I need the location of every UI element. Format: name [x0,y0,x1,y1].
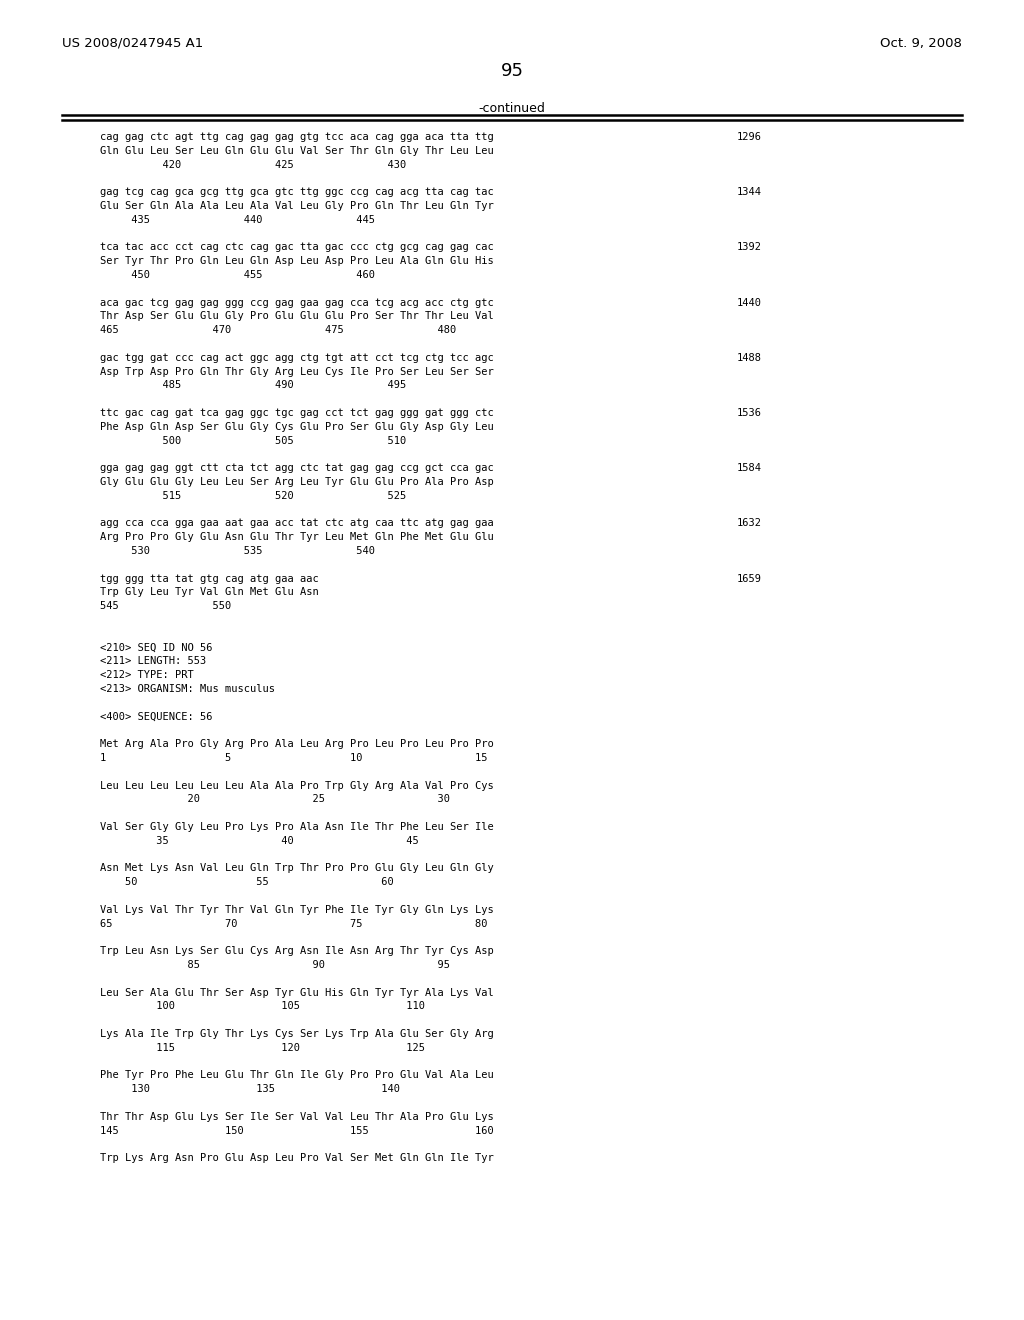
Text: 145                 150                 155                 160: 145 150 155 160 [100,1126,494,1135]
Text: gga gag gag ggt ctt cta tct agg ctc tat gag gag ccg gct cca gac: gga gag gag ggt ctt cta tct agg ctc tat … [100,463,494,473]
Text: <213> ORGANISM: Mus musculus: <213> ORGANISM: Mus musculus [100,684,275,694]
Text: 435               440               445: 435 440 445 [100,215,375,224]
Text: Arg Pro Pro Gly Glu Asn Glu Thr Tyr Leu Met Gln Phe Met Glu Glu: Arg Pro Pro Gly Glu Asn Glu Thr Tyr Leu … [100,532,494,543]
Text: 35                  40                  45: 35 40 45 [100,836,419,846]
Text: Leu Leu Leu Leu Leu Leu Ala Ala Pro Trp Gly Arg Ala Val Pro Cys: Leu Leu Leu Leu Leu Leu Ala Ala Pro Trp … [100,780,494,791]
Text: Ser Tyr Thr Pro Gln Leu Gln Asp Leu Asp Pro Leu Ala Gln Glu His: Ser Tyr Thr Pro Gln Leu Gln Asp Leu Asp … [100,256,494,267]
Text: Trp Leu Asn Lys Ser Glu Cys Arg Asn Ile Asn Arg Thr Tyr Cys Asp: Trp Leu Asn Lys Ser Glu Cys Arg Asn Ile … [100,946,494,956]
Text: 1632: 1632 [737,519,762,528]
Text: cag gag ctc agt ttg cag gag gag gtg tcc aca cag gga aca tta ttg: cag gag ctc agt ttg cag gag gag gtg tcc … [100,132,494,143]
Text: aca gac tcg gag gag ggg ccg gag gaa gag cca tcg acg acc ctg gtc: aca gac tcg gag gag ggg ccg gag gaa gag … [100,297,494,308]
Text: Phe Tyr Pro Phe Leu Glu Thr Gln Ile Gly Pro Pro Glu Val Ala Leu: Phe Tyr Pro Phe Leu Glu Thr Gln Ile Gly … [100,1071,494,1080]
Text: 1536: 1536 [737,408,762,418]
Text: 65                  70                  75                  80: 65 70 75 80 [100,919,487,928]
Text: -continued: -continued [478,102,546,115]
Text: 1392: 1392 [737,243,762,252]
Text: Gln Glu Leu Ser Leu Gln Glu Glu Val Ser Thr Gln Gly Thr Leu Leu: Gln Glu Leu Ser Leu Gln Glu Glu Val Ser … [100,145,494,156]
Text: 1440: 1440 [737,297,762,308]
Text: Gly Glu Glu Gly Leu Leu Ser Arg Leu Tyr Glu Glu Pro Ala Pro Asp: Gly Glu Glu Gly Leu Leu Ser Arg Leu Tyr … [100,477,494,487]
Text: Trp Lys Arg Asn Pro Glu Asp Leu Pro Val Ser Met Gln Gln Ile Tyr: Trp Lys Arg Asn Pro Glu Asp Leu Pro Val … [100,1154,494,1163]
Text: 1659: 1659 [737,574,762,583]
Text: Oct. 9, 2008: Oct. 9, 2008 [880,37,962,50]
Text: 1296: 1296 [737,132,762,143]
Text: 1584: 1584 [737,463,762,473]
Text: tca tac acc cct cag ctc cag gac tta gac ccc ctg gcg cag gag cac: tca tac acc cct cag ctc cag gac tta gac … [100,243,494,252]
Text: Lys Ala Ile Trp Gly Thr Lys Cys Ser Lys Trp Ala Glu Ser Gly Arg: Lys Ala Ile Trp Gly Thr Lys Cys Ser Lys … [100,1030,494,1039]
Text: 95: 95 [501,62,523,81]
Text: 50                   55                  60: 50 55 60 [100,878,394,887]
Text: US 2008/0247945 A1: US 2008/0247945 A1 [62,37,203,50]
Text: gac tgg gat ccc cag act ggc agg ctg tgt att cct tcg ctg tcc agc: gac tgg gat ccc cag act ggc agg ctg tgt … [100,352,494,363]
Text: 100                 105                 110: 100 105 110 [100,1002,425,1011]
Text: Met Arg Ala Pro Gly Arg Pro Ala Leu Arg Pro Leu Pro Leu Pro Pro: Met Arg Ala Pro Gly Arg Pro Ala Leu Arg … [100,739,494,750]
Text: ttc gac cag gat tca gag ggc tgc gag cct tct gag ggg gat ggg ctc: ttc gac cag gat tca gag ggc tgc gag cct … [100,408,494,418]
Text: 115                 120                 125: 115 120 125 [100,1043,425,1053]
Text: Val Ser Gly Gly Leu Pro Lys Pro Ala Asn Ile Thr Phe Leu Ser Ile: Val Ser Gly Gly Leu Pro Lys Pro Ala Asn … [100,822,494,832]
Text: 85                  90                  95: 85 90 95 [100,960,450,970]
Text: Thr Thr Asp Glu Lys Ser Ile Ser Val Val Leu Thr Ala Pro Glu Lys: Thr Thr Asp Glu Lys Ser Ile Ser Val Val … [100,1111,494,1122]
Text: Thr Asp Ser Glu Glu Gly Pro Glu Glu Glu Pro Ser Thr Thr Leu Val: Thr Asp Ser Glu Glu Gly Pro Glu Glu Glu … [100,312,494,321]
Text: 20                  25                  30: 20 25 30 [100,795,450,804]
Text: Leu Ser Ala Glu Thr Ser Asp Tyr Glu His Gln Tyr Tyr Ala Lys Val: Leu Ser Ala Glu Thr Ser Asp Tyr Glu His … [100,987,494,998]
Text: 485               490               495: 485 490 495 [100,380,407,391]
Text: Asp Trp Asp Pro Gln Thr Gly Arg Leu Cys Ile Pro Ser Leu Ser Ser: Asp Trp Asp Pro Gln Thr Gly Arg Leu Cys … [100,367,494,376]
Text: 420               425               430: 420 425 430 [100,160,407,169]
Text: 130                 135                 140: 130 135 140 [100,1084,400,1094]
Text: 1                   5                   10                  15: 1 5 10 15 [100,752,487,763]
Text: <211> LENGTH: 553: <211> LENGTH: 553 [100,656,206,667]
Text: agg cca cca gga gaa aat gaa acc tat ctc atg caa ttc atg gag gaa: agg cca cca gga gaa aat gaa acc tat ctc … [100,519,494,528]
Text: Asn Met Lys Asn Val Leu Gln Trp Thr Pro Pro Glu Gly Leu Gln Gly: Asn Met Lys Asn Val Leu Gln Trp Thr Pro … [100,863,494,874]
Text: 500               505               510: 500 505 510 [100,436,407,446]
Text: Trp Gly Leu Tyr Val Gln Met Glu Asn: Trp Gly Leu Tyr Val Gln Met Glu Asn [100,587,318,598]
Text: 530               535               540: 530 535 540 [100,546,375,556]
Text: 1344: 1344 [737,187,762,197]
Text: 1488: 1488 [737,352,762,363]
Text: Phe Asp Gln Asp Ser Glu Gly Cys Glu Pro Ser Glu Gly Asp Gly Leu: Phe Asp Gln Asp Ser Glu Gly Cys Glu Pro … [100,422,494,432]
Text: 515               520               525: 515 520 525 [100,491,407,500]
Text: tgg ggg tta tat gtg cag atg gaa aac: tgg ggg tta tat gtg cag atg gaa aac [100,574,318,583]
Text: <210> SEQ ID NO 56: <210> SEQ ID NO 56 [100,643,213,652]
Text: 465               470               475               480: 465 470 475 480 [100,325,457,335]
Text: gag tcg cag gca gcg ttg gca gtc ttg ggc ccg cag acg tta cag tac: gag tcg cag gca gcg ttg gca gtc ttg ggc … [100,187,494,197]
Text: 545               550: 545 550 [100,601,231,611]
Text: Val Lys Val Thr Tyr Thr Val Gln Tyr Phe Ile Tyr Gly Gln Lys Lys: Val Lys Val Thr Tyr Thr Val Gln Tyr Phe … [100,904,494,915]
Text: Glu Ser Gln Ala Ala Leu Ala Val Leu Gly Pro Gln Thr Leu Gln Tyr: Glu Ser Gln Ala Ala Leu Ala Val Leu Gly … [100,201,494,211]
Text: <212> TYPE: PRT: <212> TYPE: PRT [100,671,194,680]
Text: <400> SEQUENCE: 56: <400> SEQUENCE: 56 [100,711,213,722]
Text: 450               455               460: 450 455 460 [100,271,375,280]
